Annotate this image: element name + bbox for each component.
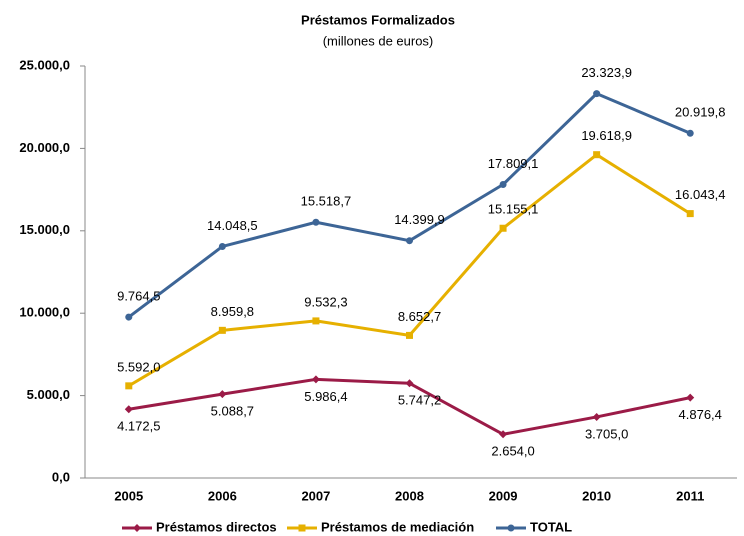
data-label: 19.618,9: [581, 128, 632, 143]
point: [499, 224, 507, 232]
data-label: 23.323,9: [581, 65, 632, 80]
series-line: [128, 153, 692, 388]
legend-marker: [507, 524, 515, 532]
data-label: 16.043,4: [675, 187, 726, 202]
chart-title: Préstamos Formalizados: [301, 12, 455, 27]
x-tick-label: 2010: [582, 488, 611, 503]
data-label: 4.876,4: [679, 407, 722, 422]
data-label: 3.705,0: [585, 426, 628, 441]
point: [686, 210, 694, 218]
x-tick-label: 2007: [301, 488, 330, 503]
point: [125, 382, 133, 390]
point: [124, 405, 133, 414]
y-tick-label: 15.000,0: [19, 222, 70, 237]
data-label: 4.172,5: [117, 419, 160, 434]
data-label: 5.986,4: [304, 389, 347, 404]
chart-subtitle: (millones de euros): [323, 33, 434, 48]
data-label: 15.155,1: [488, 202, 539, 217]
point: [593, 151, 601, 159]
point: [593, 90, 601, 98]
point: [592, 412, 601, 421]
point: [406, 237, 413, 245]
data-label: 15.518,7: [301, 194, 352, 209]
y-tick-label: 0,0: [52, 469, 70, 484]
y-tick-label: 25.000,0: [19, 57, 70, 72]
point: [686, 393, 695, 402]
point: [499, 181, 507, 189]
point: [312, 218, 320, 226]
y-tick-label: 5.000,0: [27, 387, 70, 402]
point: [405, 379, 414, 388]
data-label: 2.654,0: [491, 444, 534, 459]
point: [218, 390, 227, 399]
x-tick-label: 2006: [208, 488, 237, 503]
point: [312, 317, 320, 325]
data-label: 9.764,5: [117, 289, 160, 304]
legend-marker: [298, 524, 306, 532]
data-label: 5.592,0: [117, 359, 160, 374]
legend-label: Préstamos de mediación: [321, 519, 474, 534]
data-label: 9.532,3: [304, 294, 347, 309]
legend-label: TOTAL: [530, 519, 572, 534]
data-label: 20.919,8: [675, 105, 726, 120]
legend-marker: [133, 524, 141, 532]
data-label: 8.652,7: [398, 309, 441, 324]
point: [499, 430, 508, 439]
y-tick-label: 20.000,0: [19, 140, 70, 155]
data-label: 14.399,9: [394, 212, 445, 227]
x-tick-label: 2008: [395, 488, 424, 503]
y-tick-label: 10.000,0: [19, 305, 70, 320]
data-label: 8.959,8: [211, 304, 254, 319]
legend-label: Préstamos directos: [156, 519, 277, 534]
data-label: 14.048,5: [207, 218, 258, 233]
data-label: 17.809,1: [488, 156, 539, 171]
point: [311, 375, 320, 384]
point: [125, 313, 133, 321]
point: [406, 331, 413, 339]
x-tick-label: 2011: [676, 488, 704, 503]
data-label: 5.747,2: [398, 393, 441, 408]
x-tick-label: 2005: [114, 488, 143, 503]
point: [686, 129, 694, 137]
point: [218, 326, 226, 334]
data-label: 5.088,7: [211, 404, 254, 419]
point: [218, 242, 226, 250]
x-tick-label: 2009: [489, 488, 518, 503]
